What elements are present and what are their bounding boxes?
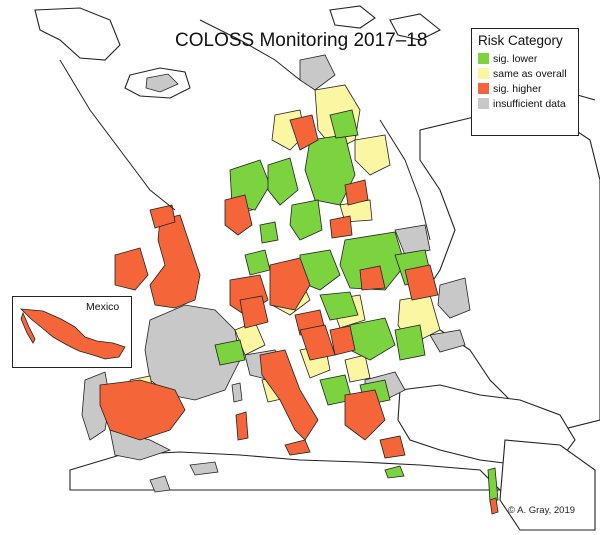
credit-text: © A. Gray, 2019 [508, 505, 576, 516]
legend-swatch [478, 98, 489, 109]
legend: Risk Category sig. lower same as overall… [471, 28, 579, 136]
map-title: COLOSS Monitoring 2017–18 [175, 30, 428, 51]
legend-title: Risk Category [478, 33, 563, 48]
mexico-map [19, 308, 126, 360]
legend-label: same as overall [493, 67, 567, 80]
non-participating-land [34, 5, 600, 531]
legend-item-sig-higher: sig. higher [478, 81, 572, 96]
legend-swatch [478, 53, 489, 64]
region-insufficient-data [81, 54, 471, 493]
legend-label: sig. lower [493, 52, 538, 65]
mexico-inset: Mexico [12, 296, 132, 368]
legend-label: sig. higher [493, 82, 542, 95]
inset-label: Mexico [86, 301, 120, 313]
region-sig-higher [99, 114, 499, 515]
legend-item-insufficient-data: insufficient data [478, 96, 572, 111]
legend-label: insufficient data [493, 97, 566, 110]
legend-item-sig-lower: sig. lower [478, 51, 572, 66]
legend-swatch [478, 83, 489, 94]
baja-california-shape [20, 311, 36, 344]
mexico-shape [19, 308, 126, 360]
legend-item-same-as-overall: same as overall [478, 66, 572, 81]
legend-swatch [478, 68, 489, 79]
